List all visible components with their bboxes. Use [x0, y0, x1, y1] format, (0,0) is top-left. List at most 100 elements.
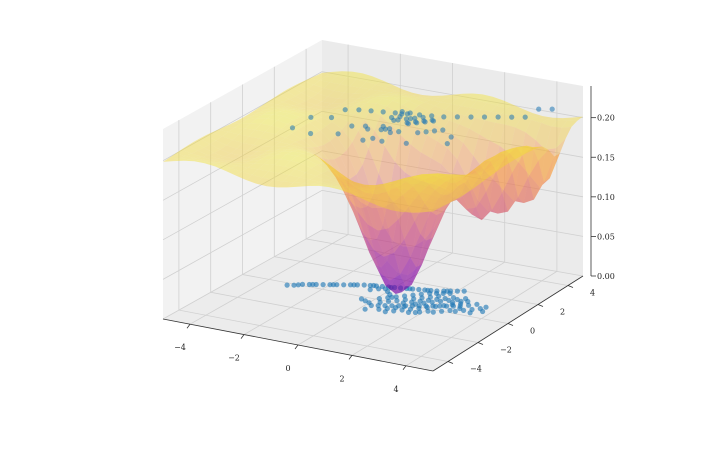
surface-facet: [421, 135, 438, 159]
z-tick-label: 0.15: [597, 153, 615, 162]
surface-facet: [324, 184, 341, 187]
surface-facet: [265, 125, 282, 135]
surface-facet: [303, 122, 320, 135]
surface-facet: [345, 188, 362, 192]
surface-facet: [390, 91, 407, 95]
surface-facet: [430, 97, 447, 102]
surface-facet: [428, 203, 445, 209]
surface-facet: [374, 183, 392, 187]
surface-facet: [323, 109, 340, 112]
surface-facet: [378, 146, 395, 197]
surface-facet: [284, 160, 302, 170]
surface-facet: [325, 71, 343, 77]
surface-facet: [433, 174, 450, 179]
surface-facet: [438, 109, 455, 121]
surface-facet: [351, 187, 368, 190]
surface-facet: [338, 176, 355, 182]
surface-facet: [248, 109, 265, 115]
surface-facet: [417, 174, 434, 180]
surface-facet: [244, 123, 261, 130]
surface-facet: [460, 99, 477, 108]
surface-facet: [503, 156, 520, 163]
surface-facet: [254, 106, 271, 111]
surface-facet: [458, 175, 475, 181]
surface-facet: [315, 173, 333, 180]
surface-facet: [449, 198, 466, 210]
surface-facet: [256, 114, 274, 119]
surface-facet: [285, 87, 302, 97]
surface-facet: [199, 135, 217, 145]
surface-facet: [344, 176, 361, 185]
surface-facet: [252, 111, 269, 116]
surface-facet: [270, 154, 287, 160]
surface-facet: [366, 76, 383, 85]
surface-facet: [266, 180, 284, 188]
surface-facet: [354, 181, 371, 188]
surface-facet: [432, 204, 449, 238]
surface-facet: [416, 95, 433, 98]
y-tick-label: −2: [500, 346, 512, 355]
surface-facet: [292, 149, 309, 154]
surface-facet: [476, 191, 492, 221]
surface-facet: [426, 173, 443, 178]
surface-facet: [512, 155, 529, 198]
surface-facet: [490, 105, 507, 114]
surface-facet: [289, 169, 306, 178]
surface-facet: [354, 205, 371, 241]
projected-point: [387, 129, 393, 136]
surface-facet: [358, 184, 375, 186]
surface-facet: [355, 187, 372, 209]
surface-facet: [360, 206, 377, 241]
surface-facet: [228, 158, 246, 162]
surface-facet: [561, 120, 578, 128]
surface-facet: [271, 149, 289, 153]
surface-facet: [490, 152, 507, 172]
surface-facet: [425, 158, 442, 185]
surface-facet: [341, 180, 358, 212]
surface-facet: [242, 136, 260, 145]
surface-facet: [200, 160, 217, 163]
surface-facet: [351, 192, 368, 225]
surface-facet: [252, 169, 269, 178]
surface-facet: [344, 108, 361, 115]
surface-facet: [453, 124, 470, 143]
surface-facet: [249, 156, 266, 161]
surface-facet: [348, 114, 365, 131]
surface-facet: [408, 194, 425, 222]
surface-facet: [339, 188, 356, 194]
surface-facet: [336, 182, 353, 186]
surface-facet: [400, 119, 417, 145]
projected-point: [414, 120, 420, 126]
surface-facet: [459, 173, 476, 175]
x-tick: [240, 334, 245, 339]
surface-facet: [526, 145, 543, 149]
surface-facet: [325, 161, 342, 181]
surface-facet: [317, 163, 334, 171]
surface-facet: [370, 103, 387, 116]
surface-facet: [519, 132, 536, 176]
surface-facet: [382, 196, 399, 242]
surface-facet: [337, 92, 354, 100]
surface-facet: [382, 188, 399, 196]
surface-facet: [220, 145, 237, 154]
surface-facet: [410, 234, 427, 267]
surface-facet: [485, 111, 501, 123]
floor-point: [393, 305, 399, 311]
surface-facet: [267, 98, 284, 105]
surface-facet: [381, 260, 398, 286]
surface-facet: [256, 177, 273, 187]
surface-facet: [372, 188, 389, 194]
surface-facet: [404, 221, 421, 258]
surface-facet: [398, 96, 415, 101]
surface-facet: [528, 160, 544, 200]
surface-facet: [296, 153, 313, 160]
surface-facet: [285, 133, 302, 142]
surface-facet: [473, 161, 489, 172]
surface-facet: [510, 145, 527, 150]
surface-facet: [210, 162, 227, 166]
surface-facet: [271, 120, 288, 129]
surface-facet: [417, 228, 434, 268]
surface-facet: [390, 111, 407, 136]
surface-facet: [315, 117, 332, 127]
surface-facet: [439, 175, 456, 182]
